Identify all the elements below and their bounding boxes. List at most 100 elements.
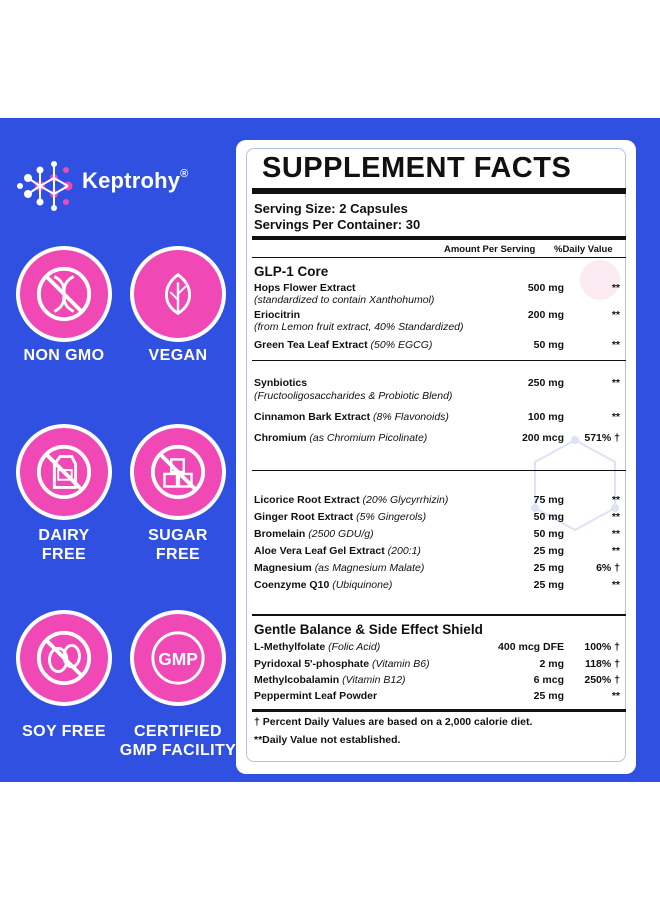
ingredient-dv: 571% † [584, 432, 620, 444]
non-gmo-badge [16, 246, 112, 342]
ingredient-label: Magnesium [254, 562, 312, 574]
ingredient-amount: 50 mg [533, 339, 564, 351]
ingredient-dv: ** [611, 528, 620, 540]
section-title-gentle-balance: Gentle Balance & Side Effect Shield [254, 622, 483, 637]
ingredient-row: L-Methylfolate (Folic Acid) 400 mcg DFE … [254, 641, 622, 655]
ingredient-dv: 6% † [596, 562, 620, 574]
vegan-label: VEGAN [148, 347, 208, 364]
ingredient-label: Bromelain [254, 528, 306, 540]
ingredient-dv: ** [611, 545, 620, 557]
supplement-facts-panel [236, 140, 636, 774]
ingredient-amount: 100 mg [527, 411, 564, 423]
ingredient-row: Synbiotics 250 mg ** [254, 377, 622, 391]
ingredient-detail: (8% Flavonoids) [373, 411, 449, 423]
ingredient-subtext: (from Lemon fruit extract, 40% Standardi… [254, 321, 464, 333]
ingredient-dv: 118% † [584, 658, 620, 670]
ingredient-row: Bromelain (2500 GDU/g) 50 mg ** [254, 528, 622, 542]
ingredient-dv: ** [611, 377, 620, 389]
supplement-facts-border [246, 148, 626, 762]
footnote-not-established: **Daily Value not established. [254, 734, 401, 746]
ingredient-amount: 2 mg [539, 658, 564, 670]
ingredient-row: Eriocitrin 200 mg ** [254, 309, 622, 323]
decorative-hexagon-icon [531, 436, 619, 532]
dna-crossed-icon [36, 266, 92, 322]
non-gmo-label: NON GMO [23, 347, 105, 364]
ingredient-label: Licorice Root Extract [254, 494, 360, 506]
facts-title: SUPPLEMENT FACTS [262, 152, 572, 184]
ingredient-detail: (Vitamin B6) [372, 658, 430, 670]
ingredient-label: Ginger Root Extract [254, 511, 354, 523]
ingredient-amount: 500 mg [527, 282, 564, 294]
ingredient-label: Methylcobalamin [254, 674, 340, 686]
molecule-logo-icon [17, 161, 73, 211]
ingredient-name: Hops Flower Extract [254, 282, 356, 294]
ingredient-dv: ** [611, 411, 620, 423]
ingredient-detail: (as Magnesium Malate) [314, 562, 425, 574]
amount-per-serving-header: Amount Per Serving [444, 244, 536, 255]
ingredient-amount: 6 mcg [533, 674, 564, 686]
ingredient-detail: (Folic Acid) [328, 641, 381, 653]
ingredient-amount: 50 mg [533, 511, 564, 523]
gmp-badge: GMP [130, 610, 226, 706]
section-divider [252, 470, 626, 471]
ingredient-label: Green Tea Leaf Extract [254, 339, 368, 351]
ingredient-row: Licorice Root Extract (20% Glycyrrhizin)… [254, 494, 622, 508]
footnote-daily-values: † Percent Daily Values are based on a 2,… [254, 716, 533, 728]
sugar-cubes-icon [150, 444, 206, 500]
title-divider [252, 188, 626, 194]
ingredient-amount: 400 mcg DFE [498, 641, 564, 653]
ingredient-row: Methylcobalamin (Vitamin B12) 6 mcg 250%… [254, 674, 622, 688]
dairy-free-badge [16, 424, 112, 520]
ingredient-row: Green Tea Leaf Extract (50% EGCG) 50 mg … [254, 339, 622, 353]
ingredient-dv: ** [611, 309, 620, 321]
serving-divider [252, 236, 626, 240]
serving-size: Serving Size: 2 Capsules [254, 201, 408, 216]
ingredient-row: Cinnamon Bark Extract (8% Flavonoids) 10… [254, 411, 622, 425]
ingredient-row: Peppermint Leaf Powder 25 mg ** [254, 690, 622, 704]
ingredient-detail: (Vitamin B12) [342, 674, 406, 686]
ingredient-row: Chromium (as Chromium Picolinate) 200 mc… [254, 432, 622, 446]
ingredient-dv: ** [611, 511, 620, 523]
ingredient-label: Peppermint Leaf Powder [254, 690, 378, 702]
ingredient-label: Hops Flower Extract [254, 282, 356, 294]
ingredient-dv: 250% † [584, 674, 620, 686]
ingredient-detail: (2500 GDU/g) [308, 528, 374, 540]
ingredient-amount: 25 mg [533, 545, 564, 557]
ingredient-amount: 25 mg [533, 562, 564, 574]
svg-text:GMP: GMP [158, 649, 198, 669]
section-divider [252, 360, 626, 361]
ingredient-dv: ** [611, 690, 620, 702]
ingredient-label: Chromium [254, 432, 307, 444]
leaf-icon [164, 272, 192, 316]
section-title-glp1: GLP-1 Core [254, 264, 329, 279]
gmp-label: CERTIFIED GMP FACILITY [119, 723, 237, 759]
ingredient-label: Aloe Vera Leaf Gel Extract [254, 545, 385, 557]
gmp-icon: GMP [151, 631, 205, 685]
brand-name: Keptrohy® [82, 168, 188, 194]
ingredient-dv: ** [611, 494, 620, 506]
ingredient-row: Aloe Vera Leaf Gel Extract (200:1) 25 mg… [254, 545, 622, 559]
ingredient-detail: (50% EGCG) [370, 339, 433, 351]
section-divider [252, 614, 626, 616]
vegan-badge [130, 246, 226, 342]
ingredient-label: L-Methylfolate [254, 641, 326, 653]
ingredient-detail: (200:1) [387, 545, 421, 557]
ingredient-row: Hops Flower Extract 500 mg ** [254, 282, 622, 296]
ingredient-subtext: (standardized to contain Xanthohumol) [254, 294, 435, 306]
ingredient-dv: 100% † [584, 641, 620, 653]
soybean-icon [36, 630, 92, 686]
sugar-free-label: SUGAR FREE [148, 527, 208, 563]
ingredient-label: Cinnamon Bark Extract [254, 411, 371, 423]
daily-value-header: %Daily Value [554, 244, 613, 255]
ingredient-amount: 200 mg [527, 309, 564, 321]
ingredient-label: Pyridoxal 5'-phosphate [254, 658, 370, 670]
ingredient-label: Eriocitrin [254, 309, 301, 321]
brand-logo [10, 148, 250, 228]
ingredient-amount: 25 mg [533, 690, 564, 702]
ingredient-dv: ** [611, 282, 620, 294]
dairy-free-label: DAIRY FREE [38, 527, 90, 563]
ingredient-dv: ** [611, 579, 620, 591]
ingredient-row: Pyridoxal 5'-phosphate (Vitamin B6) 2 mg… [254, 658, 622, 672]
ingredient-amount: 50 mg [533, 528, 564, 540]
ingredient-detail: (5% Gingerols) [356, 511, 427, 523]
